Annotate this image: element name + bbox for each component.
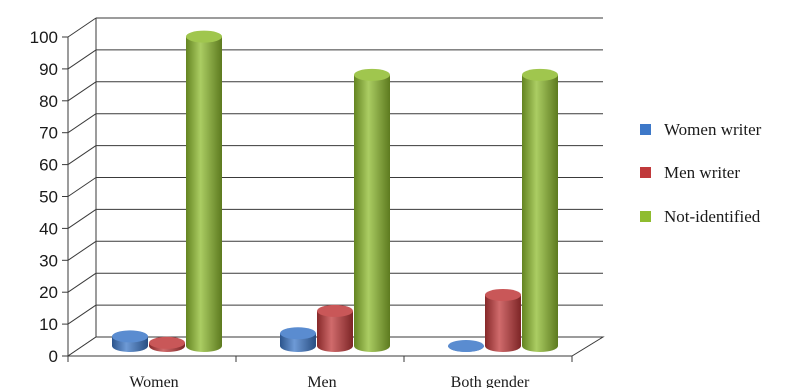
legend-label: Not-identified [664,207,761,226]
bar-top [485,288,521,301]
side-gridline [67,145,97,166]
side-gridline [67,17,97,38]
x-category-label: Both gender [451,374,530,388]
bar-top [448,340,484,352]
y-tick-label: 60 [39,156,58,175]
y-axis-ticks: 0 10 20 30 40 50 60 70 80 90 100 [30,28,68,366]
bar-top [522,68,558,81]
legend: Women writer Men writer Not-identified [640,120,762,226]
bar-top [280,327,316,340]
y-tick-label: 40 [39,219,58,238]
y-tick-label: 70 [39,124,58,143]
legend-item: Women writer [640,120,762,139]
bars [112,30,558,352]
bar-body [317,310,353,352]
y-tick-label: 100 [30,28,58,47]
y-tick-label: 50 [39,188,58,207]
y-tick-label: 10 [39,315,58,334]
bar-body [186,36,222,352]
bar-top [317,304,353,317]
side-gridline [67,208,97,229]
bar-top [186,30,222,43]
bar [186,30,222,352]
side-gridline [67,240,97,261]
x-category-label: Men [307,374,336,388]
legend-swatch [640,124,651,135]
bar [149,336,185,352]
bar [448,340,484,352]
legend-label: Women writer [664,120,762,139]
side-gridline [67,272,97,293]
legend-item: Not-identified [640,207,761,226]
side-gridline [67,81,97,102]
legend-label: Men writer [664,163,740,182]
bar-body [485,294,521,352]
y-tick-label: 80 [39,92,58,111]
bar-body [354,74,390,352]
bar [354,68,390,352]
y-tick-label: 30 [39,251,58,270]
bar-top [354,68,390,81]
side-gridline [67,49,97,70]
bar-top [112,330,148,343]
side-gridline [67,113,97,134]
legend-swatch [640,211,651,222]
bar-body [522,74,558,352]
bar [112,330,148,352]
legend-swatch [640,167,651,178]
x-axis-categories: Women Men Both gender [129,374,530,388]
side-gridline [67,304,97,325]
bar [522,68,558,352]
legend-item: Men writer [640,163,740,182]
bar [485,288,521,352]
bar [317,304,353,352]
side-gridline [67,177,97,197]
bar-top [149,336,185,349]
bar [280,327,316,352]
y-tick-label: 20 [39,283,58,302]
y-tick-label: 0 [49,347,58,366]
gridlines [67,17,603,357]
x-category-label: Women [129,374,178,388]
y-tick-label: 90 [39,60,58,79]
